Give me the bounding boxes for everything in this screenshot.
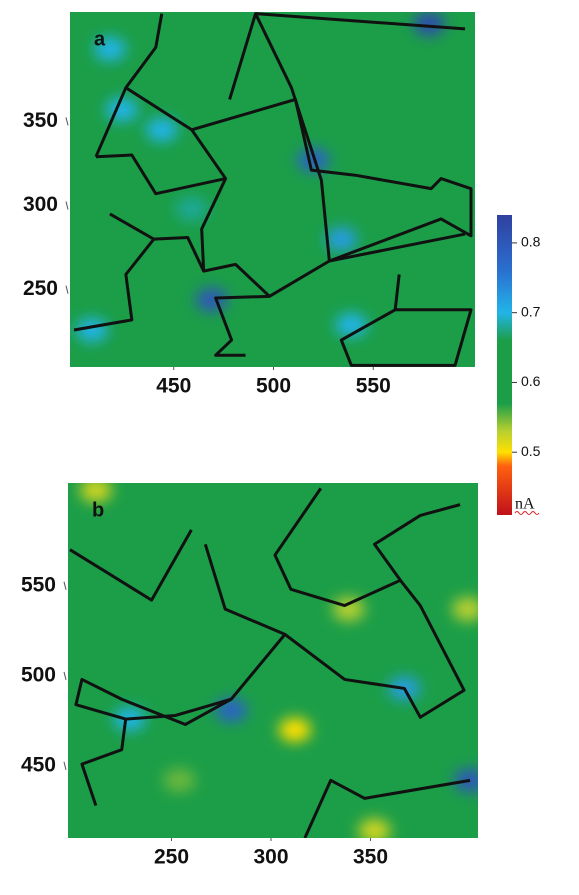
current-spot xyxy=(176,197,208,221)
x-tick-label: 350 xyxy=(353,846,388,869)
x-tick-label: 250 xyxy=(154,846,189,869)
current-spot xyxy=(359,819,391,843)
y-tick-label: 350 xyxy=(23,109,58,132)
y-tick xyxy=(64,762,66,770)
current-spot xyxy=(325,227,357,251)
panel-label: a xyxy=(94,28,106,50)
x-tick-label: 450 xyxy=(156,375,191,398)
current-spot xyxy=(146,118,178,142)
x-tick-label: 550 xyxy=(356,375,391,398)
y-tick xyxy=(64,672,66,680)
map-area xyxy=(68,478,486,843)
x-tick-label: 500 xyxy=(256,375,291,398)
current-spot xyxy=(106,98,138,122)
y-tick xyxy=(64,582,66,590)
current-spot xyxy=(163,768,195,792)
map-background xyxy=(68,483,478,838)
y-tick-label: 250 xyxy=(23,277,58,300)
current-spot xyxy=(452,597,484,621)
panel-label: b xyxy=(92,499,104,521)
colorbar xyxy=(497,215,512,515)
map-area xyxy=(70,12,475,367)
colorbar-tick-label: 0.8 xyxy=(521,234,541,250)
y-tick-label: 300 xyxy=(23,193,58,216)
y-tick-label: 450 xyxy=(21,753,56,776)
colorbar-tick-label: 0.5 xyxy=(521,443,541,459)
page: a 250 300 350 450 500 550 b 450 500 550 250 300 350 0.… xyxy=(0,0,579,895)
current-spot xyxy=(196,288,228,312)
y-tick xyxy=(66,201,68,209)
current-spot xyxy=(279,718,311,742)
current-spot xyxy=(333,597,365,621)
y-tick-label: 550 xyxy=(21,573,56,596)
y-tick xyxy=(66,286,68,294)
y-tick xyxy=(66,117,68,125)
colorbar-unit: nA xyxy=(515,496,535,513)
colorbar-tick-label: 0.6 xyxy=(521,373,541,389)
figure: a 250 300 350 450 500 550 b 450 500 550 250 300 350 0.… xyxy=(0,0,579,895)
current-spot xyxy=(413,12,445,36)
x-tick-label: 300 xyxy=(253,846,288,869)
y-tick-label: 500 xyxy=(21,663,56,686)
colorbar-tick-label: 0.7 xyxy=(521,303,541,319)
